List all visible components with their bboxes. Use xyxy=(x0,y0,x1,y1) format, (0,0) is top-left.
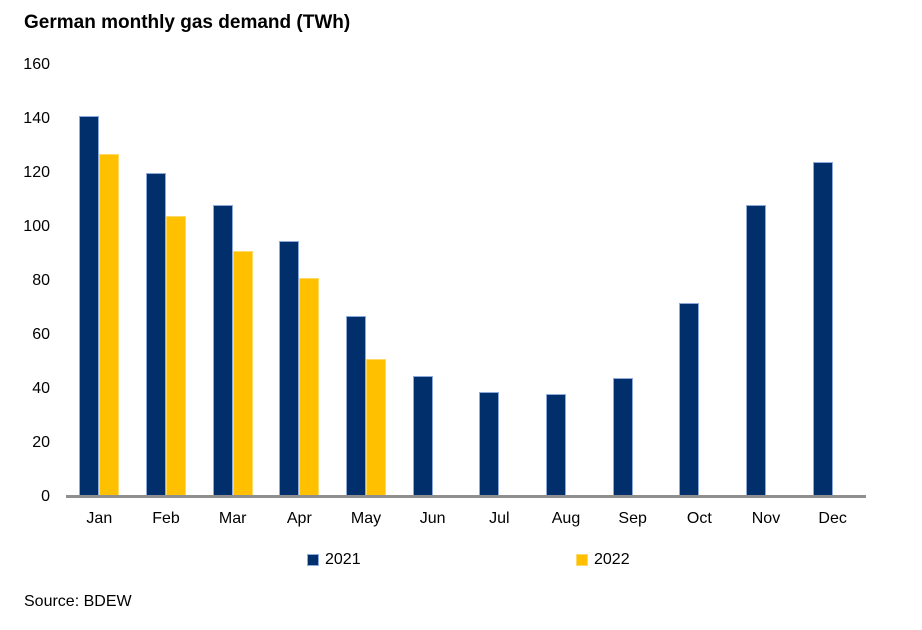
bar-2022-jan xyxy=(99,154,120,497)
bar-2021-jul xyxy=(479,391,500,497)
y-tick-60: 60 xyxy=(32,326,50,343)
y-tick-80: 80 xyxy=(32,272,50,289)
x-tick-may: May xyxy=(350,510,382,527)
bar-2022-may xyxy=(366,359,386,497)
x-tick-apr: Apr xyxy=(286,510,312,527)
y-tick-120: 120 xyxy=(23,164,50,181)
bar-2021-dec xyxy=(812,162,833,497)
y-tick-20: 20 xyxy=(32,434,50,451)
bar-2021-may xyxy=(346,316,366,497)
legend-item-2021: 2021 xyxy=(307,551,361,569)
x-tick-sep: Sep xyxy=(618,510,647,527)
bar-2022-apr xyxy=(299,278,320,497)
x-tick-feb: Feb xyxy=(152,510,180,527)
legend-swatch-2021 xyxy=(307,554,319,566)
source-note: Source: BDEW xyxy=(24,593,132,610)
y-tick-0: 0 xyxy=(41,488,50,505)
bar-2021-apr xyxy=(279,240,300,497)
bar-2021-feb xyxy=(146,173,166,497)
bar-2021-jan xyxy=(79,116,100,497)
bar-2021-nov xyxy=(746,205,766,497)
x-tick-jul: Jul xyxy=(489,510,510,527)
y-tick-140: 140 xyxy=(23,110,50,127)
legend-label-2022: 2022 xyxy=(594,551,630,568)
x-tick-nov: Nov xyxy=(751,510,781,527)
y-axis: 0 20 40 60 80 100 120 140 160 xyxy=(0,0,50,630)
x-tick-mar: Mar xyxy=(218,510,247,527)
x-tick-aug: Aug xyxy=(551,510,581,527)
x-tick-jun: Jun xyxy=(419,510,446,527)
bar-2021-oct xyxy=(679,302,700,497)
x-tick-jan: Jan xyxy=(86,510,113,527)
bar-2022-feb xyxy=(166,216,186,497)
legend-label-2021: 2021 xyxy=(325,551,361,568)
bar-2021-aug xyxy=(546,394,566,497)
chart-title: German monthly gas demand (TWh) xyxy=(24,12,351,33)
y-tick-160: 160 xyxy=(23,56,50,73)
bar-2021-jun xyxy=(412,375,433,497)
bar-2021-mar xyxy=(212,205,233,497)
y-tick-40: 40 xyxy=(32,380,50,397)
legend-swatch-2022 xyxy=(576,554,588,566)
x-tick-oct: Oct xyxy=(686,510,712,527)
bar-2021-sep xyxy=(612,378,633,497)
x-tick-dec: Dec xyxy=(818,510,847,527)
bar-2022-mar xyxy=(232,251,253,497)
y-tick-100: 100 xyxy=(23,218,50,235)
legend-item-2022: 2022 xyxy=(576,551,630,569)
x-axis-line xyxy=(66,495,866,498)
